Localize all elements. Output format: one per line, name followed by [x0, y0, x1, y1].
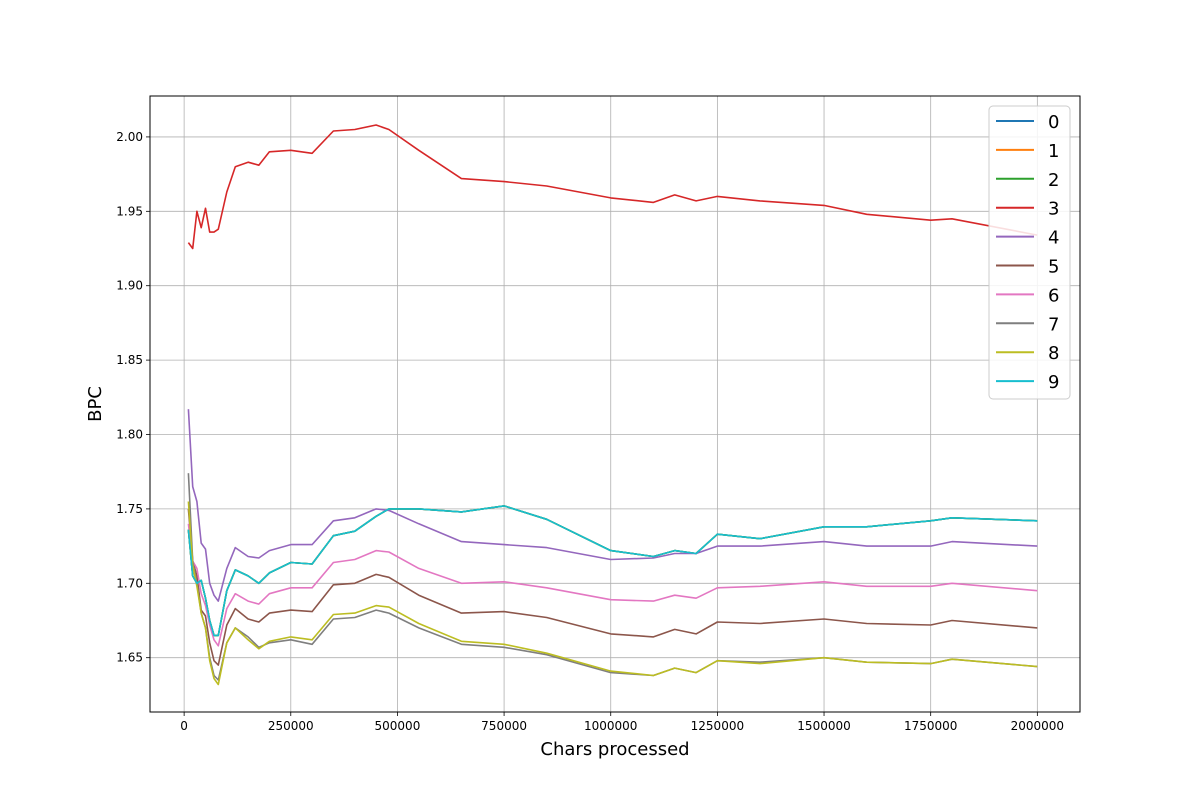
- legend-label: 4: [1048, 228, 1059, 249]
- x-tick-label: 1750000: [904, 719, 957, 733]
- plot-frame: [149, 95, 1081, 713]
- x-tick-label: 2000000: [1011, 719, 1064, 733]
- x-axis-ticks: 0 250000 500000 750000 1000000 1250000 1500000…: [180, 712, 1064, 733]
- x-tick-label: 0: [180, 719, 188, 733]
- y-tick-label: 1.95: [116, 204, 143, 218]
- series-line-3: [187, 124, 1038, 250]
- legend-label: 0: [1048, 112, 1059, 133]
- y-tick-label: 1.90: [116, 279, 143, 293]
- legend-label: 9: [1048, 372, 1059, 393]
- y-axis-ticks: 1.65 1.70 1.75 1.80 1.85 1.90 1.95 2.00: [116, 130, 150, 665]
- x-axis-label: Chars processed: [540, 739, 689, 760]
- x-tick-label: 500000: [375, 719, 421, 733]
- y-axis-label: BPC: [85, 386, 106, 422]
- series-line-6: [187, 523, 1038, 647]
- series-line-4: [187, 409, 1038, 602]
- y-tick-label: 1.85: [116, 353, 143, 367]
- y-tick-label: 1.75: [116, 502, 143, 516]
- x-tick-label: 1000000: [584, 719, 637, 733]
- x-tick-label: 1500000: [797, 719, 850, 733]
- legend-label: 5: [1048, 257, 1059, 278]
- x-tick-label: 1250000: [691, 719, 744, 733]
- x-tick-label: 250000: [268, 719, 314, 733]
- y-tick-label: 2.00: [116, 130, 143, 144]
- series-line-8: [187, 501, 1038, 686]
- y-tick-label: 1.70: [116, 576, 143, 590]
- series-lines: [187, 124, 1038, 686]
- legend-label: 6: [1048, 285, 1059, 306]
- legend-label: 2: [1048, 170, 1059, 191]
- legend-label: 1: [1048, 141, 1059, 162]
- x-tick-label: 750000: [481, 719, 527, 733]
- series-line-5: [187, 508, 1038, 666]
- legend-label: 3: [1048, 199, 1059, 220]
- legend: 0 1 2 3 4 5 6 7 8 9: [988, 105, 1071, 400]
- legend-label: 7: [1048, 314, 1059, 335]
- legend-label: 8: [1048, 343, 1059, 364]
- series-line-9: [187, 505, 1038, 637]
- y-tick-label: 1.80: [116, 428, 143, 442]
- y-tick-label: 1.65: [116, 651, 143, 665]
